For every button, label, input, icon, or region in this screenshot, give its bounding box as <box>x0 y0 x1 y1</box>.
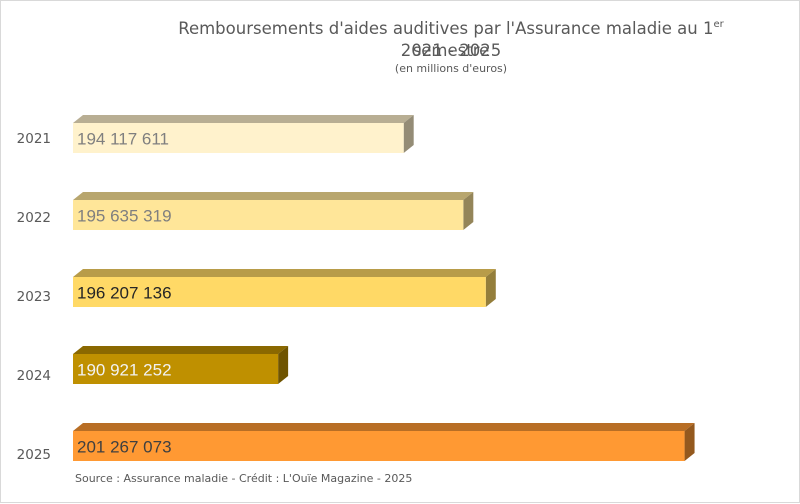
bar-front-face-2022 <box>73 200 464 230</box>
bar-front-face-2021 <box>73 123 404 153</box>
chart-title-superscript: er <box>713 19 724 30</box>
bar-front-face-2025 <box>73 431 685 461</box>
category-label-2025: 2025 <box>17 447 51 463</box>
data-label-2023: 196 207 136 <box>77 284 172 303</box>
bar-side-face-2023 <box>485 269 496 307</box>
chart-subtitle: 2021 - 2025 <box>400 41 502 60</box>
bar-side-face-2022 <box>463 192 474 230</box>
category-label-2021: 2021 <box>17 131 51 147</box>
data-label-2022: 195 635 319 <box>77 207 172 226</box>
data-label-2025: 201 267 073 <box>77 438 172 457</box>
data-label-2021: 194 117 611 <box>77 130 169 149</box>
bar-top-face-2021 <box>73 115 414 123</box>
bar-top-face-2022 <box>73 192 474 200</box>
bar-side-face-2025 <box>684 423 695 461</box>
bar-top-face-2025 <box>73 423 695 431</box>
chart-unit-label: (en millions d'euros) <box>394 62 508 75</box>
chart-title-text: Remboursements d'aides auditives par l'A… <box>178 19 714 38</box>
bar-2025 <box>73 423 695 461</box>
category-label-2023: 2023 <box>17 289 51 305</box>
data-label-2024: 190 921 252 <box>77 361 172 380</box>
bar-2024 <box>73 346 289 384</box>
bar-side-face-2024 <box>278 346 289 384</box>
bar-2022 <box>73 192 474 230</box>
chart-title-suffix: semestre <box>412 41 490 60</box>
bar-2023 <box>73 269 496 307</box>
bar-2021 <box>73 115 414 153</box>
source-credit: Source : Assurance maladie - Crédit : L'… <box>75 472 413 485</box>
chart-title: Remboursements d'aides auditives par l'A… <box>151 18 751 62</box>
category-label-2024: 2024 <box>17 368 51 384</box>
bar-top-face-2023 <box>73 269 496 277</box>
category-label-2022: 2022 <box>17 210 51 226</box>
bar-top-face-2024 <box>73 346 289 354</box>
bar-side-face-2021 <box>403 115 414 153</box>
bar-front-face-2023 <box>73 277 486 307</box>
bar-front-face-2024 <box>73 354 279 384</box>
